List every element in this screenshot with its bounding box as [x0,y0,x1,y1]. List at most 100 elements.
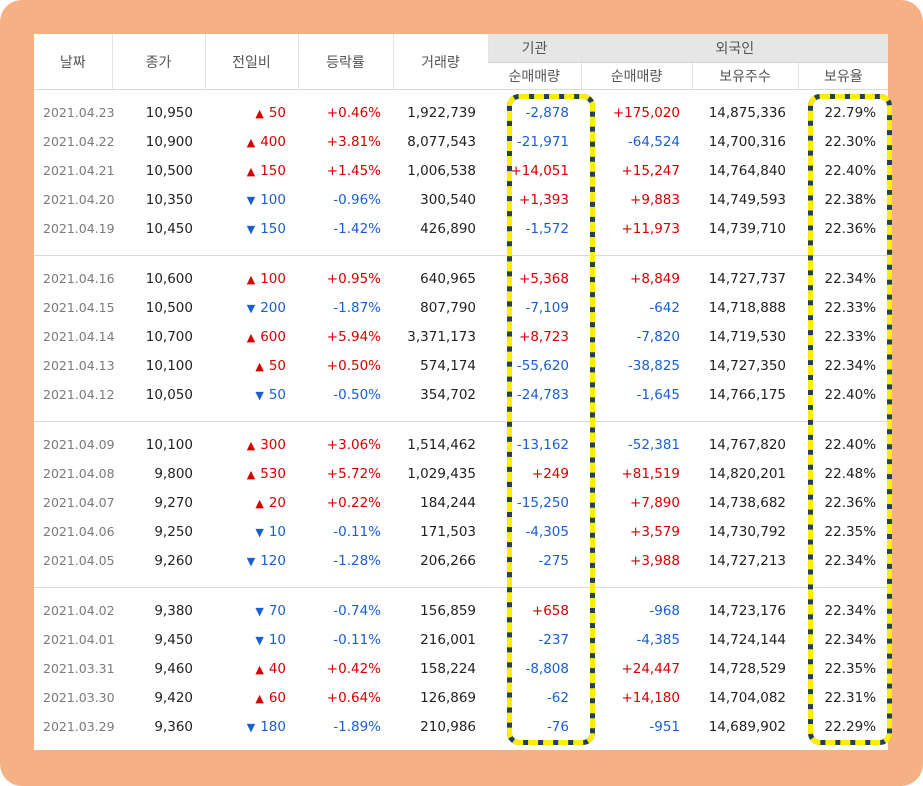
rate-cell: -0.11% [333,523,381,540]
change-value: 150 [260,162,286,179]
change-value: 100 [260,270,286,287]
close-price-cell: 9,360 [154,718,193,735]
change-value: 50 [268,104,286,121]
change-value: 10 [268,523,286,540]
change-cell: ▲ 50 [205,98,298,127]
table-row: 2021.03.31 9,460 ▲ 40 +0.42% 158,224 -8,808 +24… [34,654,888,683]
rate-cell: +0.42% [326,660,381,677]
table-row: 2021.04.01 9,450 ▼ 10 -0.11% 216,001 -237 -4,38… [34,625,888,654]
foreign-net-cell: -52,381 [627,436,680,453]
investor-trading-panel: 날짜 종가 전일비 등락률 거래량 기관 외국인 순매매량 순매매량 보유주수 … [34,34,889,750]
group-spacer [34,588,888,597]
foreign-shares-cell: 14,766,175 [708,386,786,403]
triangle-up-icon: ▲ [255,691,264,705]
change-value: 600 [260,328,286,345]
rate-cell: +0.46% [326,104,381,121]
foreign-net-cell: -968 [649,602,680,619]
close-price-cell: 10,700 [145,328,193,345]
institution-net-cell: +14,051 [510,162,569,179]
volume-cell: 206,266 [420,552,476,569]
change-cell: ▲ 100 [205,264,298,293]
foreign-shares-cell: 14,727,213 [708,552,786,569]
close-price-cell: 9,460 [154,660,193,677]
institution-net-cell: -7,109 [525,299,569,316]
foreign-shares-cell: 14,700,316 [708,133,786,150]
foreign-ratio-cell: 22.33% [824,328,877,345]
table-row: 2021.04.14 10,700 ▲ 600 +5.94% 3,371,173 +8,72… [34,322,888,351]
triangle-down-icon: ▼ [246,301,256,315]
close-price-cell: 9,270 [154,494,193,511]
rate-cell: +3.81% [326,133,381,150]
rate-cell: -0.74% [333,602,381,619]
close-price-cell: 10,100 [145,436,193,453]
foreign-net-cell: +81,519 [621,465,680,482]
change-cell: ▼ 50 [205,380,298,409]
volume-cell: 574,174 [420,357,476,374]
group-spacer [34,422,888,431]
rate-cell: -1.28% [333,552,381,569]
foreign-ratio-cell: 22.34% [824,357,877,374]
foreign-ratio-cell: 22.79% [824,104,877,121]
rate-cell: +0.50% [326,357,381,374]
triangle-up-icon: ▲ [255,496,264,510]
date-cell: 2021.04.22 [43,134,115,149]
triangle-up-icon: ▲ [246,330,256,344]
foreign-ratio-cell: 22.30% [824,133,877,150]
change-cell: ▲ 150 [205,156,298,185]
foreign-shares-cell: 14,724,144 [708,631,786,648]
header-foreign-shares: 보유주수 [691,62,798,90]
triangle-down-icon: ▼ [255,633,264,647]
date-cell: 2021.04.02 [43,603,115,618]
institution-net-cell: -21,971 [516,133,569,150]
foreign-net-cell: +175,020 [612,104,680,121]
close-price-cell: 10,100 [145,357,193,374]
volume-cell: 156,859 [420,602,476,619]
foreign-ratio-cell: 22.40% [824,162,877,179]
triangle-up-icon: ▲ [246,164,256,178]
foreign-shares-cell: 14,875,336 [708,104,786,121]
foreign-shares-cell: 14,718,888 [708,299,786,316]
foreign-shares-cell: 14,730,792 [708,523,786,540]
foreign-net-cell: +14,180 [621,689,680,706]
date-cell: 2021.04.09 [43,437,115,452]
table-row: 2021.04.05 9,260 ▼ 120 -1.28% 206,266 -275 +3,9… [34,546,888,575]
rate-cell: -1.89% [333,718,381,735]
close-price-cell: 10,500 [145,162,193,179]
institution-net-cell: -13,162 [516,436,569,453]
volume-cell: 1,514,462 [407,436,476,453]
rate-cell: +3.06% [326,436,381,453]
date-cell: 2021.04.14 [43,329,115,344]
foreign-net-cell: -64,524 [627,133,680,150]
institution-net-cell: -76 [546,718,569,735]
header-change: 전일비 [204,34,298,90]
volume-cell: 426,890 [420,220,476,237]
close-price-cell: 10,050 [145,386,193,403]
institution-net-cell: +249 [531,465,569,482]
volume-cell: 640,965 [420,270,476,287]
close-price-cell: 9,800 [154,465,193,482]
change-value: 300 [260,436,286,453]
date-cell: 2021.04.21 [43,163,115,178]
foreign-shares-cell: 14,723,176 [708,602,786,619]
change-cell: ▼ 10 [205,517,298,546]
triangle-down-icon: ▼ [255,604,264,618]
change-cell: ▲ 20 [205,488,298,517]
change-cell: ▲ 300 [205,430,298,459]
close-price-cell: 9,260 [154,552,193,569]
table-row: 2021.04.06 9,250 ▼ 10 -0.11% 171,503 -4,305 +3,… [34,517,888,546]
foreign-shares-cell: 14,704,082 [708,689,786,706]
header-close: 종가 [111,34,205,90]
date-cell: 2021.04.19 [43,221,115,236]
volume-cell: 1,922,739 [407,104,476,121]
volume-cell: 1,006,538 [407,162,476,179]
triangle-up-icon: ▲ [255,106,264,120]
foreign-net-cell: +3,988 [630,552,680,569]
volume-cell: 210,986 [420,718,476,735]
institution-net-cell: -1,572 [525,220,569,237]
volume-cell: 158,224 [420,660,476,677]
triangle-up-icon: ▲ [246,467,256,481]
group-divider [34,409,889,422]
change-value: 50 [268,357,286,374]
group-spacer [34,256,888,265]
rate-cell: +0.22% [326,494,381,511]
